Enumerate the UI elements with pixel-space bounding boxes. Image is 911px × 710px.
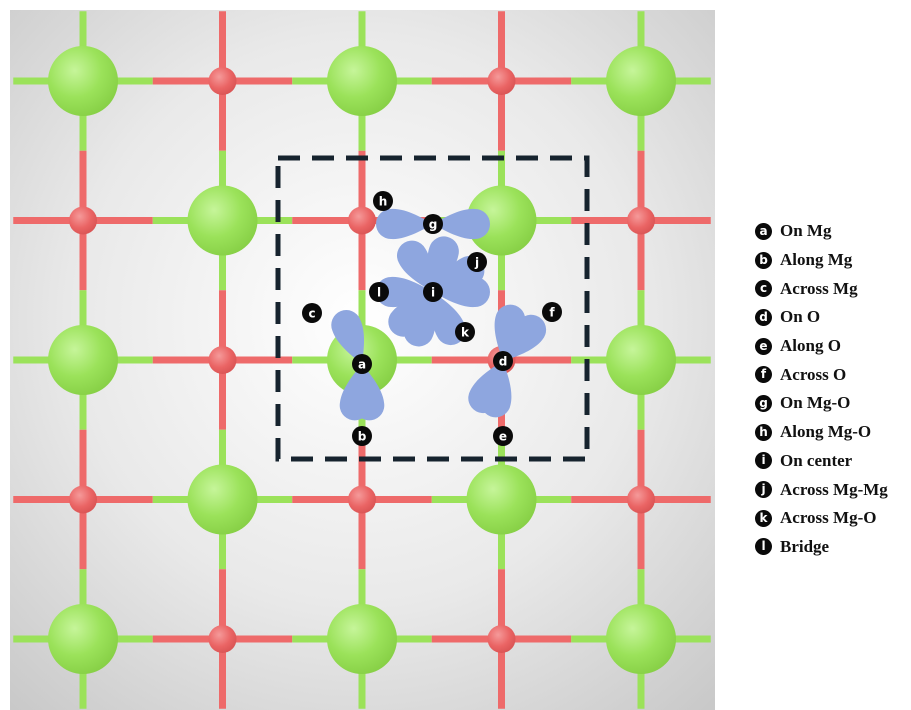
mg-atom-icon (327, 604, 397, 674)
legend-item: b Along Mg (755, 246, 905, 275)
legend-item: d On O (755, 303, 905, 332)
legend-item: l Bridge (755, 533, 905, 562)
petal-icon (503, 314, 547, 361)
legend-item: j Across Mg-Mg (755, 475, 905, 504)
site-marker-icon (467, 252, 487, 272)
o-atom-icon (348, 206, 376, 235)
site-marker-label: h (379, 195, 388, 209)
legend-label: Across Mg (780, 278, 858, 298)
legend-label: On Mg-O (780, 393, 851, 413)
legend-label: On Mg (780, 221, 832, 241)
site-marker-label: e (499, 430, 507, 444)
site-marker-icon: c (755, 280, 772, 298)
legend-label: On O (780, 307, 821, 327)
o-atom-icon (627, 485, 655, 514)
site-marker-label: g (429, 218, 438, 232)
petal-icon (376, 208, 433, 240)
mg-atom-icon (327, 46, 397, 116)
site-marker-label: f (549, 306, 555, 320)
o-atom-icon (208, 67, 237, 95)
site-marker-icon: a (755, 222, 772, 240)
o-atom-icon (208, 346, 237, 374)
o-atom-icon (627, 206, 655, 235)
legend-item: g On Mg-O (755, 389, 905, 418)
legend-label: Along Mg (780, 250, 853, 270)
mg-atom-icon (466, 185, 537, 256)
site-marker-label: l (377, 286, 381, 300)
site-marker-icon (542, 302, 562, 322)
petal-icon (403, 292, 436, 347)
legend-label: Along O (780, 336, 841, 356)
site-marker-icon: k (755, 509, 772, 527)
site-marker-label: i (431, 286, 435, 300)
site-marker-icon (373, 191, 393, 211)
site-marker-icon: l (755, 538, 772, 556)
site-marker-icon: j (755, 481, 772, 499)
petal-icon (331, 310, 365, 364)
site-marker-label: b (358, 430, 367, 444)
o-atom-icon (69, 206, 97, 235)
site-marker-icon (369, 282, 389, 302)
site-marker-icon (423, 282, 443, 302)
o-atom-icon (487, 625, 516, 653)
site-marker-label: c (308, 307, 315, 321)
petal-icon (397, 240, 433, 292)
mg-atom-icon (48, 325, 118, 395)
o-atom-icon (348, 485, 376, 514)
legend-item: f Across O (755, 360, 905, 389)
site-marker-icon (423, 214, 443, 234)
legend-label: Bridge (780, 536, 830, 556)
petal-icon (494, 304, 526, 361)
mg-atom-icon (466, 464, 537, 535)
site-marker-label: k (461, 326, 470, 340)
petal-icon (427, 236, 459, 292)
legend-item: e Along O (755, 332, 905, 361)
legend: a On Mg b Along Mg c Across Mg d On O e Along… (755, 217, 905, 561)
legend-item: k Across Mg-O (755, 504, 905, 533)
legend-label: Along Mg-O (780, 422, 872, 442)
site-marker-icon: g (755, 394, 772, 412)
site-marker-icon (352, 426, 372, 446)
o-atom-icon (69, 485, 97, 514)
site-marker-icon: d (755, 308, 772, 326)
petal-icon (480, 361, 512, 418)
site-marker-icon: i (755, 452, 772, 470)
legend-label: Across O (780, 364, 847, 384)
legend-item: a On Mg (755, 217, 905, 246)
site-marker-icon (352, 354, 372, 374)
legend-item: i On center (755, 447, 905, 476)
site-marker-icon: b (755, 251, 772, 269)
mg-atom-icon (187, 185, 258, 256)
petal-icon (339, 364, 371, 421)
legend-item: c Across Mg (755, 274, 905, 303)
site-marker-icon (455, 322, 475, 342)
site-marker-label: a (358, 358, 366, 372)
mg-atom-icon (187, 464, 258, 535)
petal-icon (433, 208, 490, 240)
o-atom-icon (487, 67, 516, 95)
site-marker-icon (493, 426, 513, 446)
site-marker-icon: f (755, 366, 772, 384)
legend-label: Across Mg-Mg (780, 479, 888, 499)
o-atom-icon (208, 625, 237, 653)
site-marker-label: j (474, 256, 479, 270)
site-marker-label: d (499, 355, 508, 369)
unit-cell-box (275, 155, 590, 462)
mg-atom-icon (606, 604, 676, 674)
legend-item: h Along Mg-O (755, 418, 905, 447)
mg-atom-icon (48, 604, 118, 674)
site-marker-icon: e (755, 337, 772, 355)
site-marker-icon (302, 303, 322, 323)
legend-label: On center (780, 450, 853, 470)
mg-atom-icon (48, 46, 118, 116)
legend-label: Across Mg-O (780, 508, 877, 528)
site-marker-icon (493, 351, 513, 371)
mg-atom-icon (606, 46, 676, 116)
site-marker-icon: h (755, 423, 772, 441)
mg-atom-icon (606, 325, 676, 395)
